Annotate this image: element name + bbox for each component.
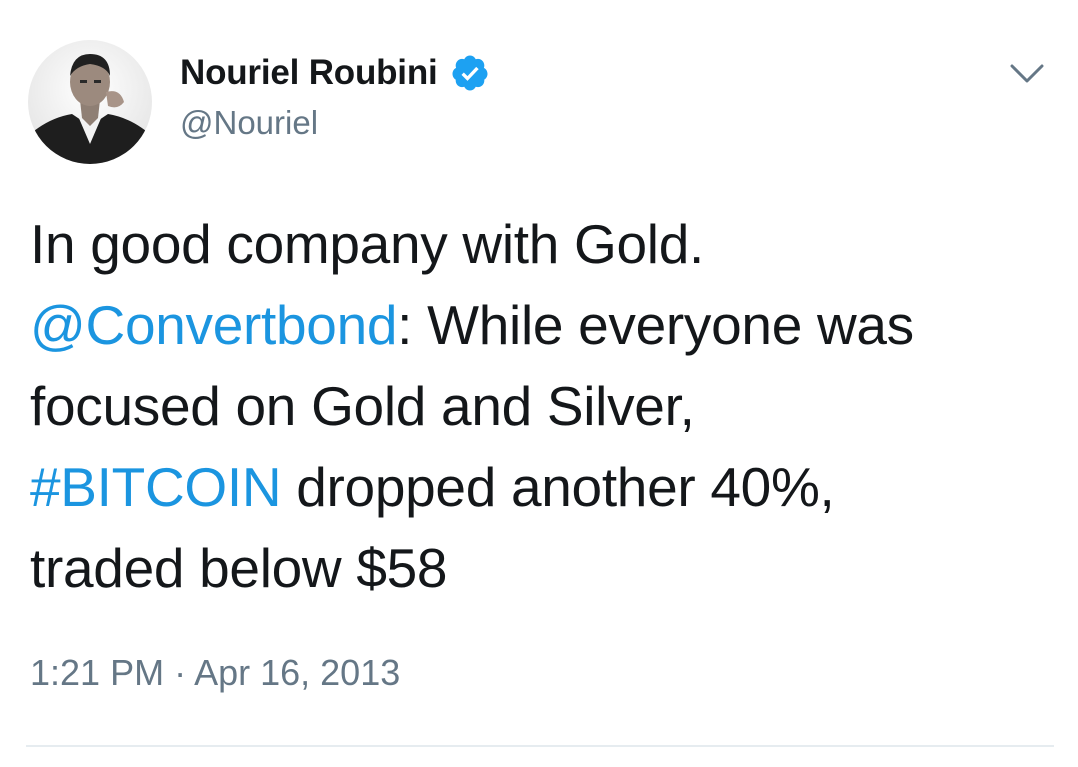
mention-link[interactable]: @Convertbond: [30, 294, 398, 356]
avatar-photo-icon: [28, 40, 152, 164]
author-display-name[interactable]: Nouriel Roubini: [180, 53, 438, 92]
tweet-line-1: In good company with Gold.: [30, 213, 704, 275]
tweet-line-2-text: : While everyone was: [397, 294, 914, 356]
tweet-text: In good company with Gold. @Convertbond:…: [30, 204, 1050, 609]
author-name-row: Nouriel Roubini: [180, 50, 490, 96]
hashtag-link[interactable]: #BITCOIN: [30, 456, 282, 518]
tweet-line-3: focused on Gold and Silver,: [30, 375, 695, 437]
avatar[interactable]: [28, 40, 152, 164]
tweet-line-4-text: dropped another 40%,: [281, 456, 835, 518]
tweet-line-2: @Convertbond: While everyone was: [30, 285, 1050, 366]
author-handle[interactable]: @Nouriel: [180, 104, 319, 141]
chevron-down-icon[interactable]: [1006, 56, 1048, 92]
tweet-timestamp[interactable]: 1:21 PM · Apr 16, 2013: [30, 652, 401, 693]
verified-badge-icon: [450, 53, 490, 93]
tweet-line-4: #BITCOIN dropped another 40%,: [30, 447, 1050, 528]
tweet-line-5: traded below $58: [30, 537, 448, 599]
divider: [26, 745, 1054, 747]
